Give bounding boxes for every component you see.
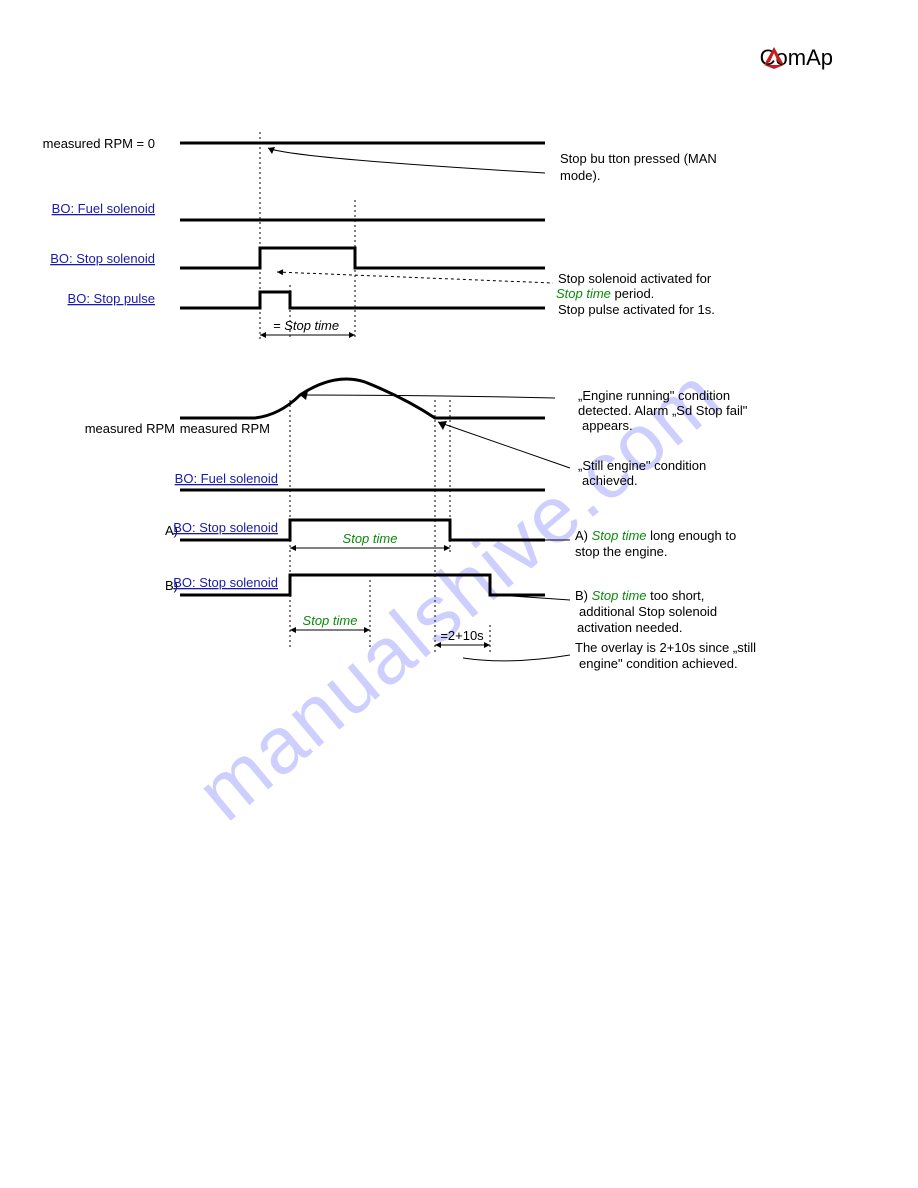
stop-solenoid-label: BO: Stop solenoid <box>50 251 155 266</box>
annot-stop-button-1: Stop bu tton pressed (MAN <box>560 151 717 166</box>
annot-stop-button-2: mode). <box>560 168 600 183</box>
a-stop-sol-label: BO: Stop solenoid <box>173 520 278 535</box>
annot-a-2: stop the engine. <box>575 544 668 559</box>
annot-engine-running-1: „Engine running" condition <box>578 388 730 403</box>
stop-time-dim-label: = Stop time <box>273 318 339 333</box>
annot-b-3: activation needed. <box>577 620 683 635</box>
annot-stop-solenoid-2: Stop time period. <box>556 286 654 301</box>
a-stoptime-dim: Stop time <box>343 531 398 546</box>
annot-a-1: A) Stop time long enough to <box>575 528 736 543</box>
annot-engine-running-3: appears. <box>582 418 633 433</box>
rpm-zero-label: measured RPM = 0 <box>43 136 155 151</box>
fuel-solenoid-label-2: BO: Fuel solenoid <box>175 471 278 486</box>
stop-pulse-label: BO: Stop pulse <box>68 291 155 306</box>
timing-diagram: measured RPM = 0 BO: Fuel solenoid BO: S… <box>0 0 918 1188</box>
annot-overlay-2: engine" condition achieved. <box>579 656 738 671</box>
fuel-solenoid-label: BO: Fuel solenoid <box>52 201 155 216</box>
b-stop-sol-label: BO: Stop solenoid <box>173 575 278 590</box>
annot-b-1: B) Stop time too short, <box>575 588 704 603</box>
rpm-label-2b: measured RPM <box>180 421 270 436</box>
page: ComAp manualshive.com measured RPM = 0 B… <box>0 0 918 1188</box>
rpm-label-2: measured RPM <box>85 421 175 436</box>
annot-overlay-1: The overlay is 2+10s since „still <box>575 640 756 655</box>
b-stoptime-dim: Stop time <box>303 613 358 628</box>
annot-engine-running-2: detected. Alarm „Sd Stop fail" <box>578 403 748 418</box>
annot-stop-solenoid: Stop solenoid activated for <box>558 271 712 286</box>
annot-still-engine-2: achieved. <box>582 473 638 488</box>
annot-stop-pulse: Stop pulse activated for 1s. <box>558 302 715 317</box>
overlay-dim: =2+10s <box>440 628 484 643</box>
annot-b-2: additional Stop solenoid <box>579 604 717 619</box>
annot-still-engine-1: „Still engine" condition <box>578 458 706 473</box>
